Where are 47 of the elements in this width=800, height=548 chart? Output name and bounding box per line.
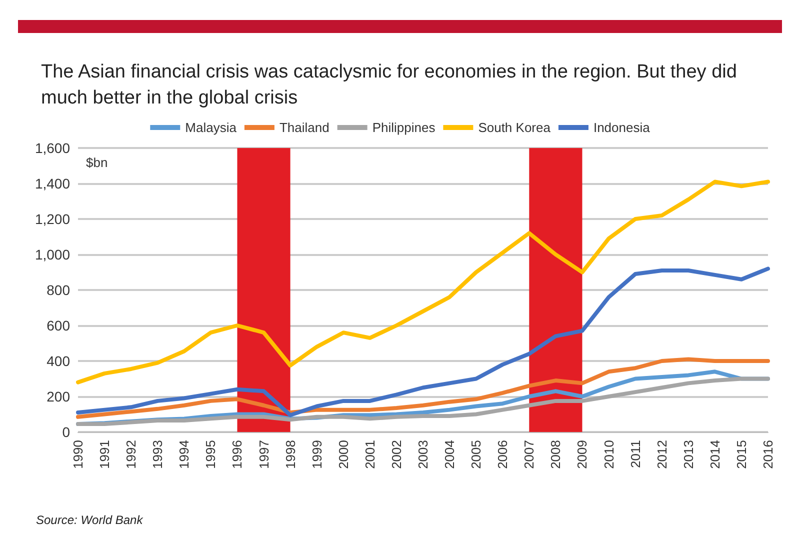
line-series xyxy=(76,180,770,384)
y-tick-label: 1,000 xyxy=(34,246,70,262)
x-tick-label: 1999 xyxy=(309,440,324,469)
legend-label: South Korea xyxy=(478,120,552,135)
x-tick-label: 1993 xyxy=(150,440,166,469)
y-tick-label: 200 xyxy=(46,388,70,404)
x-tick-label: 2005 xyxy=(468,440,484,469)
x-tick-label: 2001 xyxy=(362,440,378,469)
x-tick-label: 2013 xyxy=(680,440,696,469)
x-tick-label: 2007 xyxy=(522,440,537,469)
x-tick-label: 1991 xyxy=(97,440,112,469)
x-tick-label: 2011 xyxy=(628,440,643,468)
line-series xyxy=(76,357,770,419)
x-tick-label: 2006 xyxy=(495,440,510,469)
x-tick-label: 2015 xyxy=(734,440,749,469)
x-tick-label: 1997 xyxy=(256,440,272,469)
x-tick-label: 1996 xyxy=(230,440,245,469)
y-tick-label: 1,600 xyxy=(34,140,70,156)
x-tick-label: 2009 xyxy=(574,440,590,469)
x-tick-label: 2016 xyxy=(760,440,776,469)
y-tick-label: 0 xyxy=(62,424,70,440)
y-tick-label: 1,400 xyxy=(34,176,70,192)
y-tick-label: 400 xyxy=(46,353,70,369)
y-tick-label: 600 xyxy=(46,318,70,334)
y-tick-label: 800 xyxy=(46,282,70,298)
line-series xyxy=(76,266,770,418)
x-tick-label: 1990 xyxy=(70,440,86,469)
y-axis-title: $bn xyxy=(86,155,108,170)
x-tick-label: 2002 xyxy=(388,440,404,469)
x-tick-label: 1998 xyxy=(282,440,298,469)
x-tick-label: 2014 xyxy=(707,440,722,469)
x-tick-label: 2010 xyxy=(601,440,616,469)
chart-title: The Asian financial crisis was cataclysmic for economies in the region. But they did much better in the global crisis xyxy=(41,62,742,108)
y-tick-label: 1,200 xyxy=(34,211,70,227)
source-note: Source: World Bank xyxy=(36,513,144,527)
legend-label: Philippines xyxy=(372,120,436,135)
legend-label: Thailand xyxy=(279,120,330,135)
legend-label: Malaysia xyxy=(185,120,238,135)
x-tick-label: 2008 xyxy=(548,440,564,469)
x-tick-label: 2012 xyxy=(654,440,670,469)
x-tick-label: 1994 xyxy=(176,440,192,469)
legend-label: Indonesia xyxy=(593,120,651,135)
x-tick-label: 2000 xyxy=(336,440,351,469)
x-tick-label: 1995 xyxy=(203,440,218,469)
x-tick-label: 2004 xyxy=(442,440,458,469)
x-tick-label: 1992 xyxy=(124,440,139,469)
x-tick-label: 2003 xyxy=(416,440,430,469)
